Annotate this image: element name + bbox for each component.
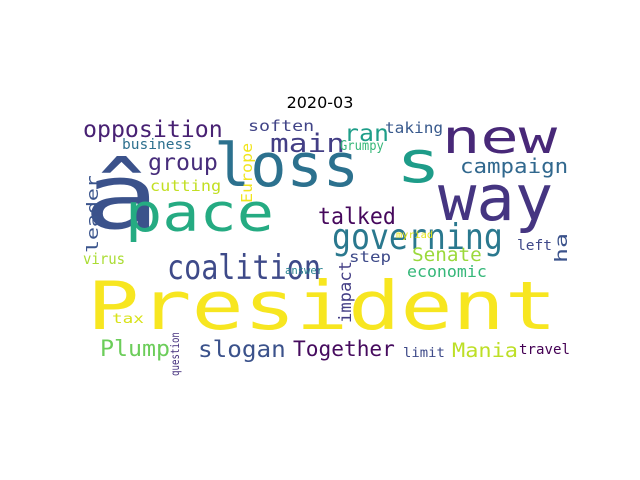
word-answer: answer — [285, 265, 324, 277]
word-pace: pace — [125, 183, 275, 244]
word-opposition: opposition — [83, 117, 223, 143]
word-virus: virus — [83, 250, 126, 268]
word-grumpy: Grumpy — [340, 139, 384, 154]
word-cutting: cutting — [150, 177, 222, 195]
word-soften: soften — [248, 117, 315, 135]
word-governing: governing — [332, 217, 503, 258]
word-europe: Europe — [238, 142, 256, 203]
word-s: s — [396, 129, 442, 196]
word-ran: ran — [344, 121, 389, 147]
word-way: way — [438, 161, 554, 235]
word-plump: Plump — [100, 336, 171, 362]
word-a: â — [83, 145, 160, 250]
word-tax: tax — [112, 312, 144, 327]
word-together: Together — [293, 336, 395, 361]
word-president: President — [87, 267, 558, 345]
word-left: left — [517, 238, 552, 254]
word-taking: taking — [385, 119, 444, 137]
word-senate: Senate — [412, 245, 482, 266]
word-mania: Mania — [452, 339, 518, 362]
word-main: main — [270, 129, 345, 159]
word-ha: ha — [552, 232, 572, 263]
word-coalition: coalition — [167, 248, 321, 287]
word-loss: loss — [214, 132, 360, 201]
word-slogan: slogan — [198, 337, 286, 363]
word-cloud: President â pace loss s way new governing coalit… — [80, 110, 573, 376]
word-step: step — [349, 248, 392, 266]
word-group: group — [148, 150, 218, 176]
word-impact: impact — [336, 260, 356, 323]
chart-title: 2020-03 — [286, 93, 354, 112]
word-question: question — [168, 332, 182, 376]
word-new: new — [442, 110, 558, 164]
word-business: business — [122, 137, 192, 153]
word-economic: economic — [407, 262, 487, 281]
word-campaign: campaign — [460, 154, 569, 178]
word-limit: limit — [403, 346, 445, 361]
word-travel: travel — [519, 342, 570, 358]
word-leader: leader — [83, 175, 102, 253]
word-talked: talked — [318, 204, 396, 230]
word-myriad: myriad — [396, 230, 433, 241]
